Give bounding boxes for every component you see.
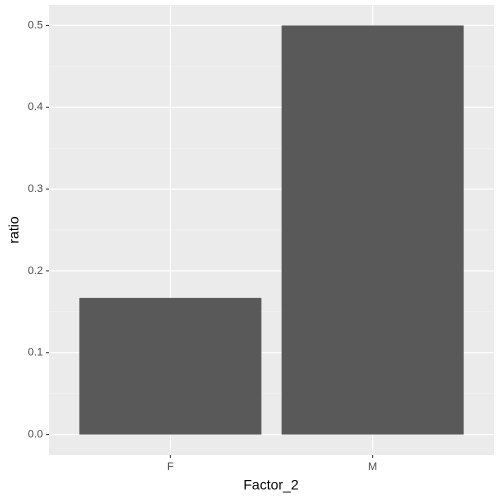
y-tick-label: 0.0 bbox=[28, 428, 43, 440]
y-tick-label: 0.2 bbox=[28, 265, 43, 277]
y-axis-title: ratio bbox=[6, 216, 22, 243]
y-tick-label: 0.4 bbox=[28, 101, 43, 113]
bar bbox=[281, 25, 464, 435]
x-tick-label: M bbox=[368, 461, 377, 473]
x-tick-label: F bbox=[167, 461, 174, 473]
y-tick-label: 0.3 bbox=[28, 183, 43, 195]
y-tick-label: 0.1 bbox=[28, 347, 43, 359]
x-axis-title: Factor_2 bbox=[243, 477, 298, 493]
y-tick-label: 0.5 bbox=[28, 19, 43, 31]
bar bbox=[79, 297, 262, 435]
